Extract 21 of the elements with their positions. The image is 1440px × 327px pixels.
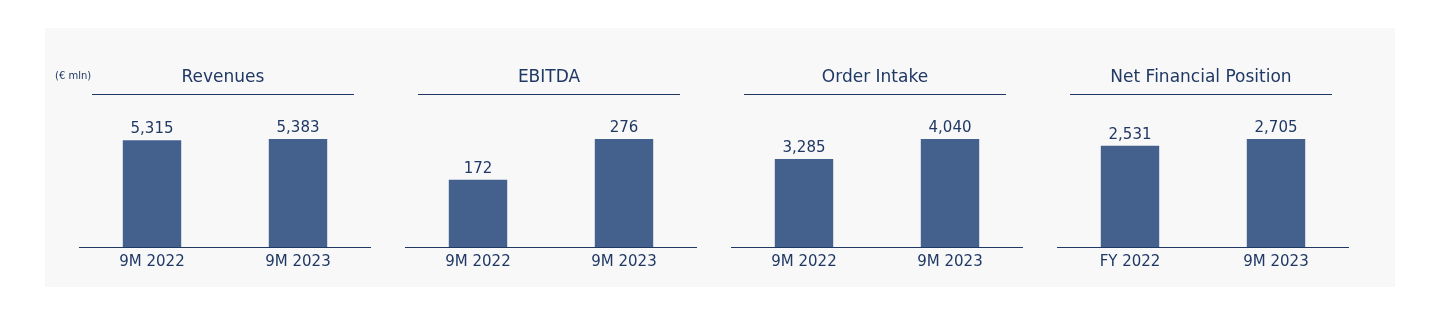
x-tick-label: 9M 2023 — [265, 252, 331, 270]
x-tick-label: 9M 2023 — [917, 252, 983, 270]
x-tick-label: FY 2022 — [1099, 252, 1161, 270]
x-tick-label: 9M 2022 — [771, 252, 837, 270]
chart-title: EBITDA — [418, 66, 680, 95]
data-label: 4,040 — [928, 117, 972, 136]
chart-title: Order Intake — [744, 66, 1006, 95]
data-label: 276 — [609, 117, 639, 136]
text: (€ mln) — [55, 70, 92, 81]
data-label: 2,705 — [1254, 117, 1298, 136]
x-tick-label: 9M 2023 — [591, 252, 657, 270]
x-tick-label: 9M 2022 — [119, 252, 185, 270]
x-tick-label: 9M 2022 — [445, 252, 511, 270]
data-label: 5,383 — [276, 117, 320, 136]
data-label: 2,531 — [1108, 124, 1152, 143]
data-label: 3,285 — [782, 138, 826, 157]
x-tick-label: 9M 2023 — [1243, 252, 1309, 270]
chart-title: Revenues — [92, 66, 354, 95]
data-label: 5,315 — [130, 119, 174, 138]
data-label: 172 — [463, 158, 493, 177]
chart-title: Net Financial Position — [1070, 66, 1332, 95]
